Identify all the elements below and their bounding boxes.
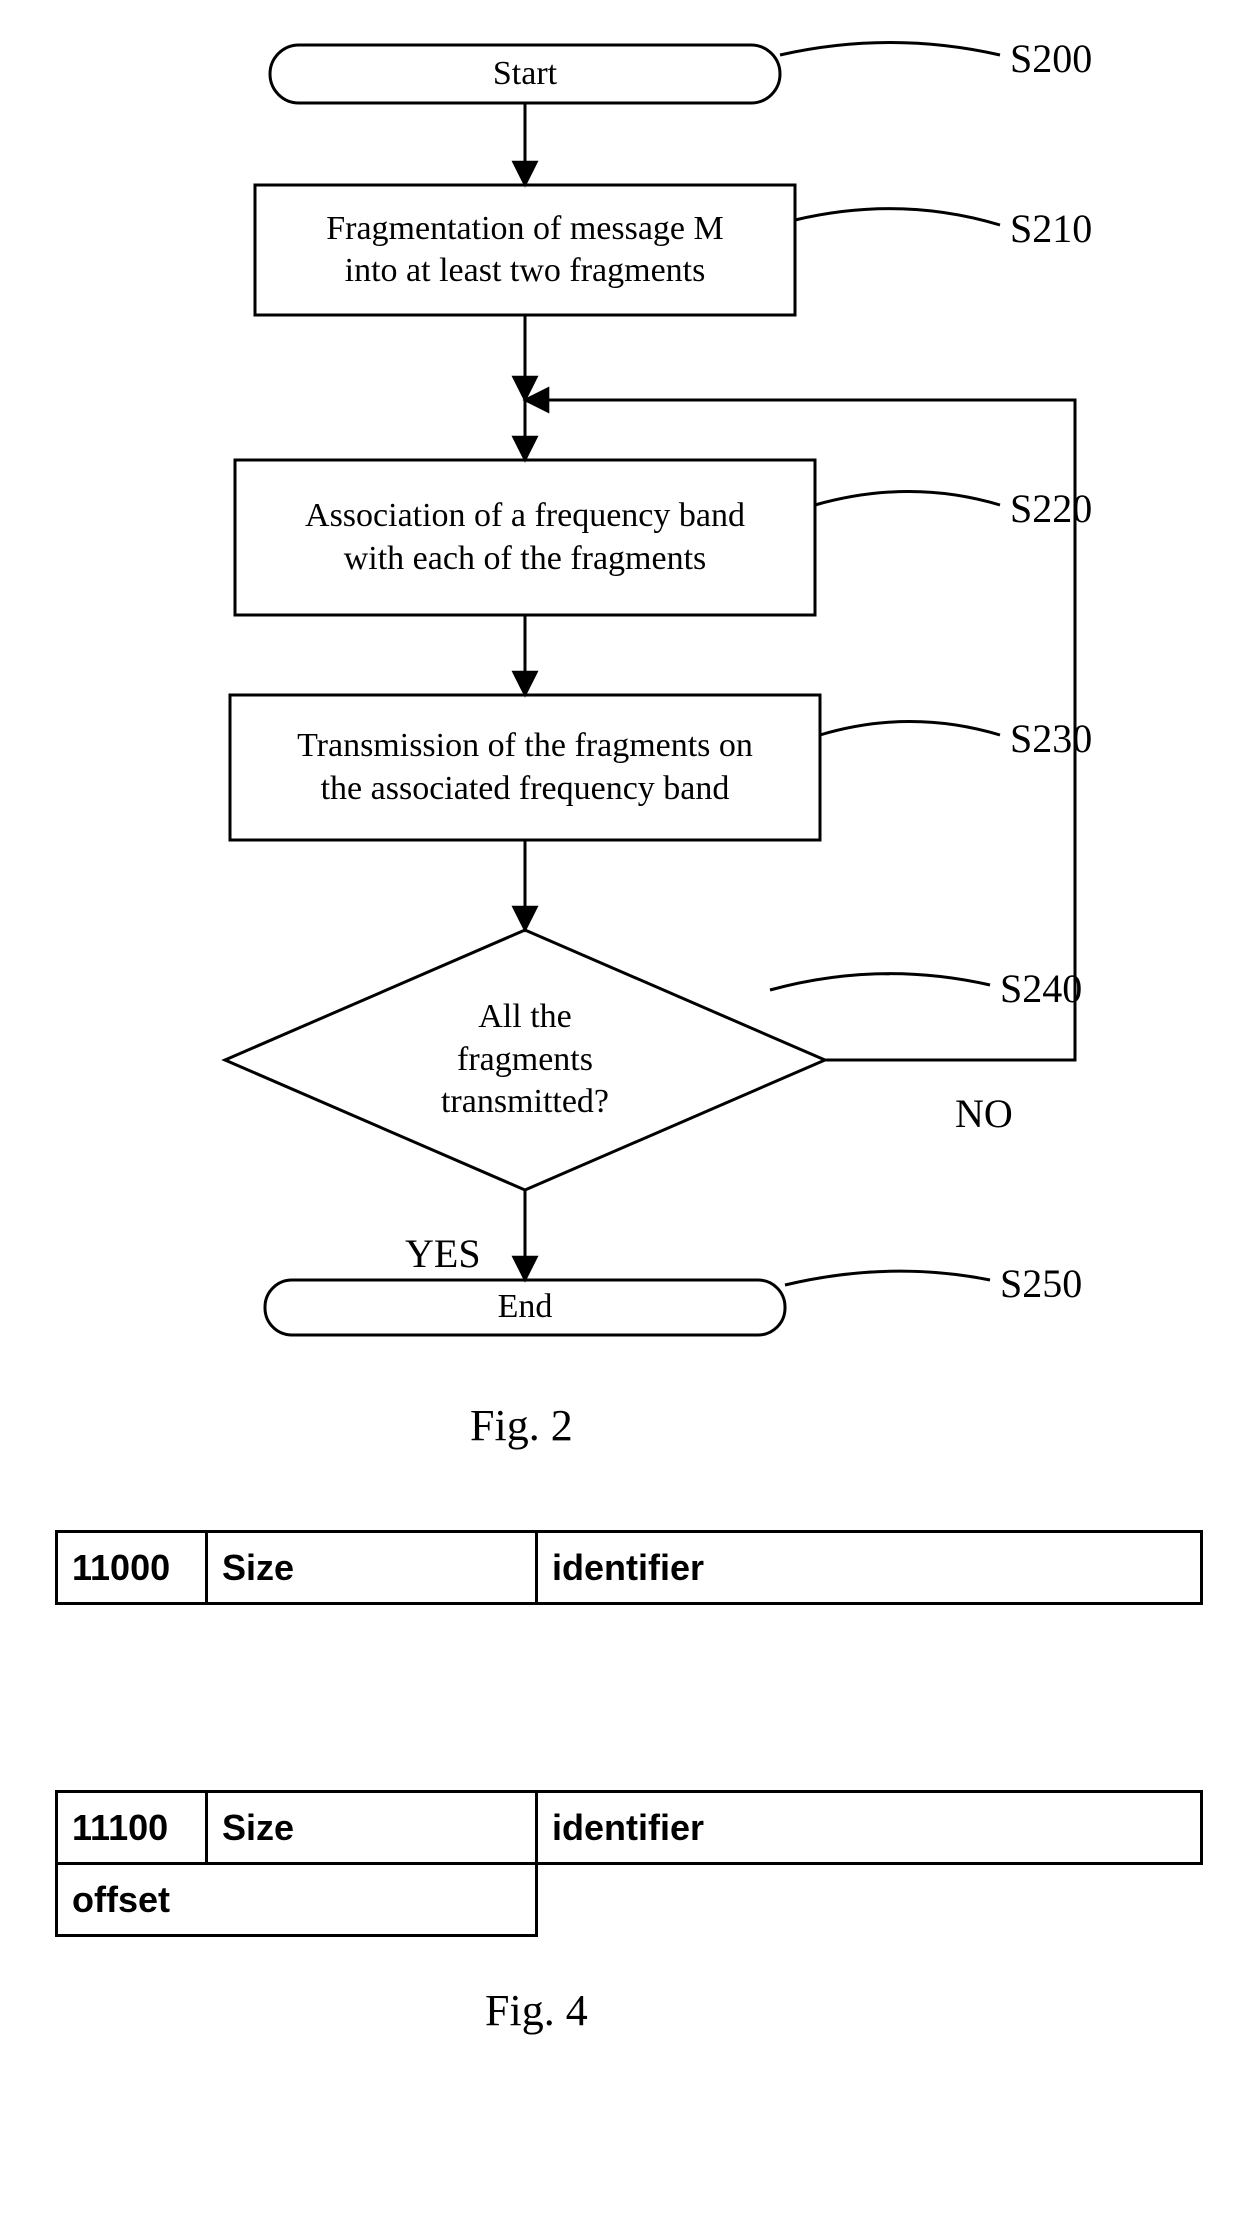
label-s230: S230 — [1010, 715, 1092, 762]
table-cell-offset: offset — [57, 1864, 537, 1936]
label-s220: S220 — [1010, 485, 1092, 532]
table-cell: identifier — [537, 1792, 1202, 1864]
table-1: 11000 Size identifier — [55, 1530, 1203, 1605]
text-start: Start — [270, 45, 780, 103]
table-2: 11100 Size identifier offset — [55, 1790, 1203, 1937]
leader-s200 — [780, 43, 1000, 56]
text-s210: Fragmentation of message M into at least… — [255, 185, 795, 315]
table-cell: identifier — [537, 1532, 1202, 1604]
label-no: NO — [955, 1090, 1013, 1137]
caption-fig4: Fig. 4 — [485, 1985, 588, 2036]
text-end: End — [265, 1280, 785, 1335]
caption-fig2: Fig. 2 — [470, 1400, 573, 1451]
table-cell: Size — [207, 1532, 537, 1604]
text-s230: Transmission of the fragments on the ass… — [230, 695, 820, 840]
text-s220: Association of a frequency band with eac… — [235, 460, 815, 615]
table-row: offset — [57, 1864, 537, 1936]
table-cell: 11000 — [57, 1532, 207, 1604]
table-row: 11100 Size identifier — [57, 1792, 1202, 1864]
text-s240: All the fragments transmitted? — [355, 980, 695, 1140]
label-s240: S240 — [1000, 965, 1082, 1012]
table-cell: Size — [207, 1792, 537, 1864]
leader-s210 — [795, 209, 1000, 225]
label-s210: S210 — [1010, 205, 1092, 252]
label-yes: YES — [405, 1230, 481, 1277]
table-cell: 11100 — [57, 1792, 207, 1864]
leader-s240 — [770, 974, 990, 990]
page: Start Fragmentation of message M into at… — [0, 0, 1240, 2215]
leader-s220 — [815, 492, 1000, 506]
table-row: 11000 Size identifier — [57, 1532, 1202, 1604]
label-s200: S200 — [1010, 35, 1092, 82]
label-s250: S250 — [1000, 1260, 1082, 1307]
leader-s250 — [785, 1271, 990, 1285]
leader-s230 — [820, 722, 1000, 736]
